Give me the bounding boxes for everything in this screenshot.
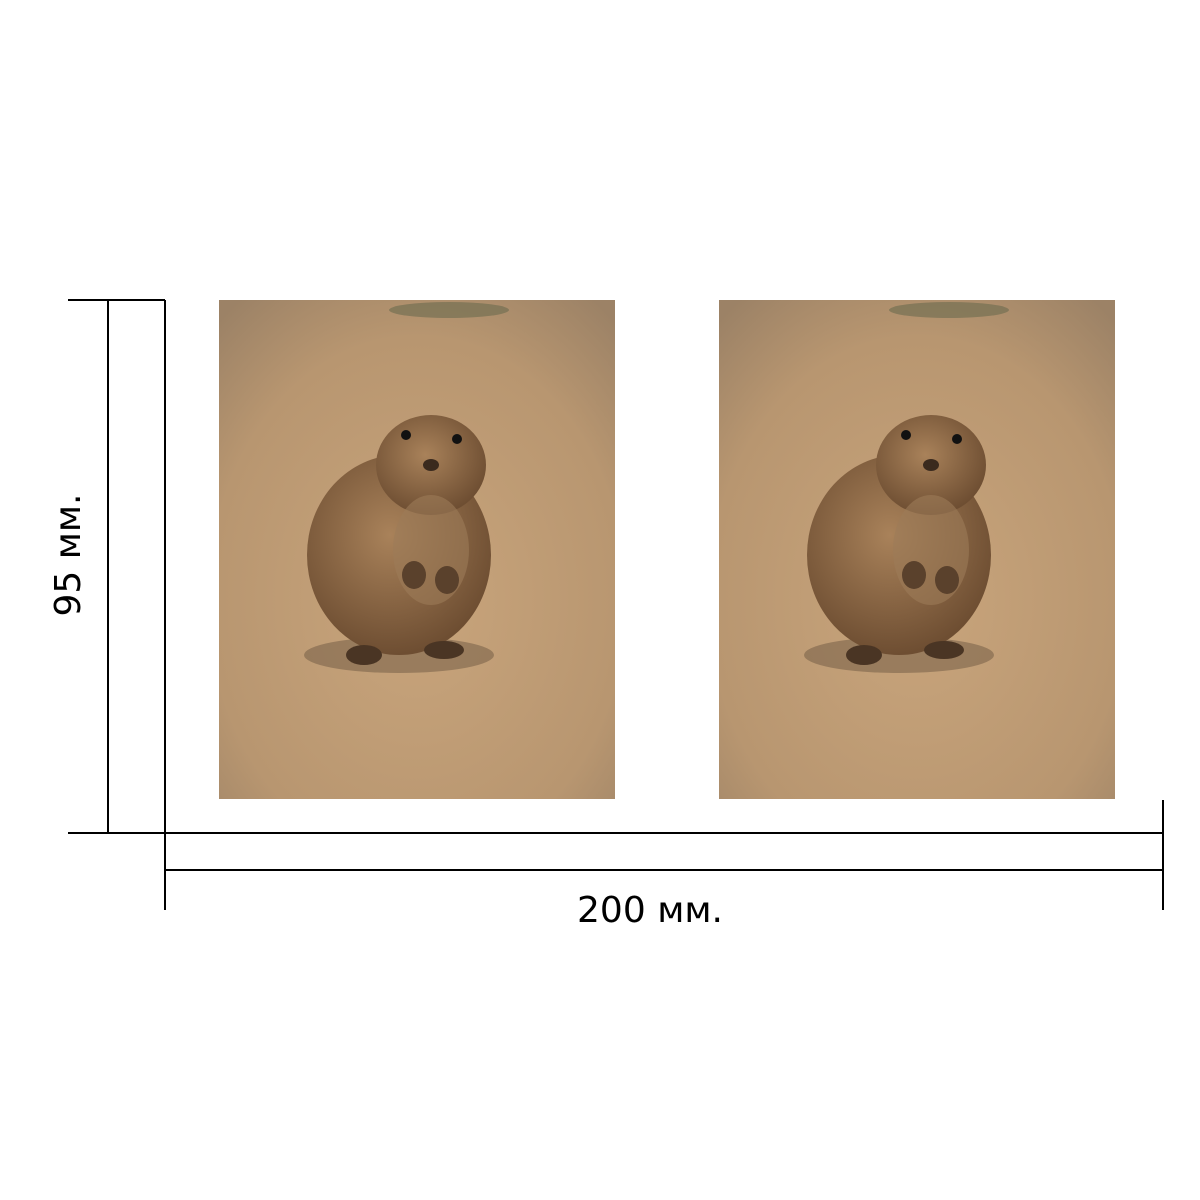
height-dimension [68, 299, 166, 834]
width-dimension [164, 800, 1164, 910]
product-photo [719, 300, 1115, 799]
product-photo [219, 300, 615, 799]
height-label: 95 мм. [48, 493, 89, 616]
width-label: 200 мм. [577, 890, 723, 931]
